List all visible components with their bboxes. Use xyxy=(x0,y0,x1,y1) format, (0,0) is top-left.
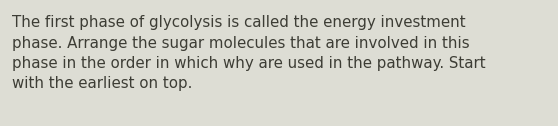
Text: The first phase of glycolysis is called the energy investment
phase. Arrange the: The first phase of glycolysis is called … xyxy=(12,15,486,91)
